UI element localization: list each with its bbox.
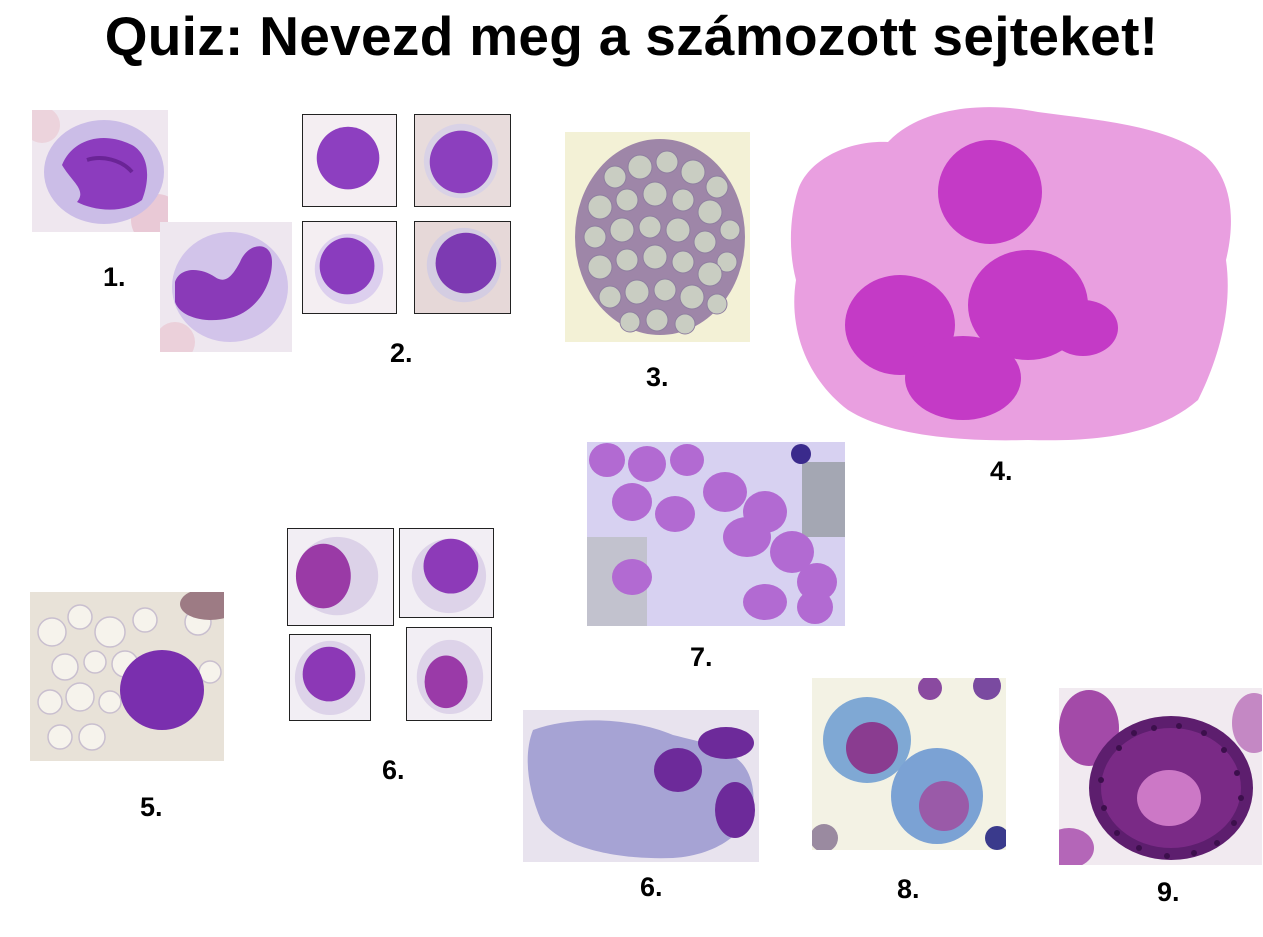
label-6a: 6.	[382, 755, 405, 785]
cell-image-2d	[414, 221, 511, 314]
slide-title: Quiz: Nevezd meg a számozott sejteket!	[104, 5, 1159, 67]
label-7: 7.	[690, 642, 713, 672]
cell-image-2c	[302, 221, 397, 314]
label-9: 9.	[1157, 877, 1180, 907]
cell-image-6b	[523, 710, 759, 862]
cell-image-2b	[414, 114, 511, 207]
label-6b: 6.	[640, 872, 663, 902]
label-4: 4.	[990, 456, 1013, 486]
cell-image-5	[30, 592, 224, 761]
cell-image-2a	[302, 114, 397, 207]
cell-image-6a-1	[287, 528, 394, 626]
label-1: 1.	[103, 262, 126, 292]
cell-image-9	[1059, 688, 1262, 865]
cell-image-6a-2	[399, 528, 494, 618]
cell-image-8	[812, 678, 1006, 850]
cell-image-1a	[32, 110, 168, 232]
cell-image-1b	[160, 222, 292, 352]
cell-image-6a-3	[289, 634, 371, 721]
label-8: 8.	[897, 874, 920, 904]
label-5: 5.	[140, 792, 163, 822]
label-2: 2.	[390, 338, 413, 368]
label-3: 3.	[646, 362, 669, 392]
cell-image-4	[778, 100, 1246, 442]
cell-image-7	[587, 442, 845, 626]
cell-image-6a-4	[406, 627, 492, 721]
cell-image-3	[565, 132, 750, 342]
